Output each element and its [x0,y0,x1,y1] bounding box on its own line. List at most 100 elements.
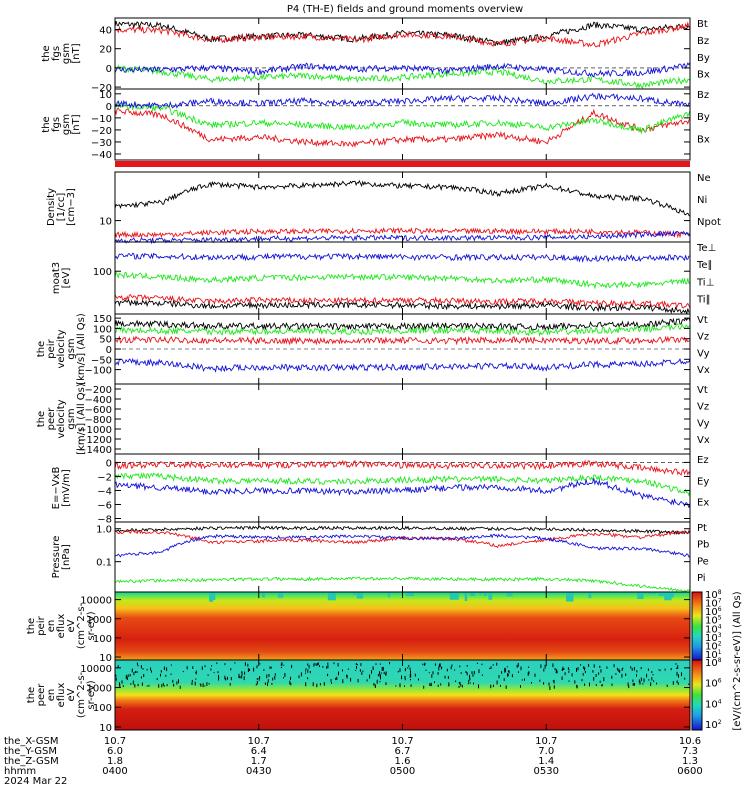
ylabel-peir-eflux: (cm^2-s- [76,602,87,649]
spectrogram-speckle [371,670,372,674]
spectrogram-speckle [492,684,494,688]
spectrogram-speckle [404,668,406,672]
footer-row-label: hhmm [4,766,36,777]
spectrogram-speckle [313,663,315,667]
series-efield-Ex [114,478,691,509]
spectrogram-patch [566,592,574,602]
spectrogram-speckle [561,676,563,680]
spectrogram-speckle [224,663,226,666]
legend-Ey: Ey [697,476,709,487]
ylabel-peir-velocity: the [36,341,47,357]
ylabel-peer-velocity: the [36,411,47,427]
spectrogram-speckle [243,676,245,681]
spectrogram-speckle [234,662,236,664]
spectrogram-speckle [619,669,621,673]
spectrogram-speckle [191,679,193,683]
series-fgs-gsm-zoom-By [114,101,691,135]
spectrogram-speckle [628,685,630,689]
footer-value: 1.7 [251,756,267,767]
spectrogram-speckle [584,667,585,671]
legend-Bx: Bx [697,70,710,81]
spectrogram-speckle [375,663,377,665]
spectrogram-speckle [577,667,579,671]
series-temperature-Te⊥ [114,294,691,310]
spectrogram-speckle [504,667,506,671]
panel-peer-eflux: 10000 1000 100 10 the peer en eflux eV (cm^2-s-sr… [26,659,691,734]
panel-temperature: 100 moat3 [eV] Te⊥ Te∥ Ti⊥ Ti∥ [51,241,716,315]
spectrogram-speckle [460,684,462,687]
spectrogram-speckle [217,671,219,674]
spectrogram-speckle [651,671,653,673]
spectrogram-speckle [289,680,291,685]
spectrogram-speckle [256,678,258,680]
spectrogram-patch [588,592,592,599]
spectrogram-speckle [544,664,546,669]
ytick-label: −800 [85,415,112,426]
spectrogram-speckle [643,678,645,683]
spectrogram-speckle [381,669,383,671]
spectrogram-speckle [615,673,617,675]
spectrogram-peer-eflux [115,660,690,730]
ytick-label: −20 [91,126,112,137]
panel-peir-eflux: 10000 1000 100 10 the peir en eflux eV (cm^2-s-sr… [26,591,691,664]
spectrogram-speckle [140,665,142,669]
spectrogram-speckle [347,668,349,670]
spectrogram-speckle [478,684,479,689]
spectrogram-speckle [621,673,623,678]
spectrogram-speckle [642,683,644,685]
spectrogram-speckle [496,680,498,685]
spectrogram-speckle [195,678,197,680]
ytick-label: 10000 [80,664,112,675]
spectrogram-speckle [584,683,586,686]
spectrogram-speckle [136,662,138,665]
ylabel-density: [1/cc] [56,193,67,222]
series-density-Ni [114,179,691,217]
spectrogram-speckle [508,670,510,674]
spectrogram-speckle [362,670,364,673]
spectrogram-speckle [335,677,337,681]
spectrogram-speckle [208,683,210,685]
series-temperature-Ti∥ [114,271,691,290]
series-efield-Ey [114,472,691,497]
spectrogram-speckle [503,678,505,681]
legend-Bx: Bx [697,134,710,145]
spectrogram-speckle [134,671,136,673]
footer-value: 0530 [534,766,559,777]
footer-value: 7.0 [538,746,554,757]
ylabel-pressure: [nPa] [61,544,72,570]
spectrogram-speckle [599,665,601,668]
spectrogram-speckle [490,684,492,689]
footer-value: 6.7 [395,746,411,757]
ylabel-peer-eflux: eV [66,688,77,701]
spectrogram-speckle [202,683,204,688]
spectrogram-speckle [588,663,590,667]
spectrogram-speckle [507,670,509,672]
spectrogram-speckle [676,680,678,683]
spectrogram-speckle [119,683,121,688]
spectrogram-speckle [418,678,419,681]
spectrogram-speckle [191,682,193,685]
spectrogram-speckle [424,662,426,665]
spectrogram-speckle [357,679,359,683]
ytick-label: −10 [91,114,112,125]
spectrogram-speckle [381,667,383,671]
spectrogram-speckle [264,682,266,685]
spectrogram-speckle [439,663,441,667]
spectrogram-speckle [148,684,150,687]
panel-frame [114,241,691,315]
legend-Pt: Pt [697,523,707,534]
legend-Ez: Ez [697,455,709,466]
ytick-label: −30 [91,138,112,149]
spectrogram-speckle [640,677,642,682]
ytick-label: −40 [91,150,112,161]
ytick-label: 10 [99,653,112,664]
spectrogram-speckle [247,663,249,667]
spectrogram-speckle [574,680,576,684]
legend-Ti∥: Ti∥ [696,294,711,305]
ylabel-temperature: [eV] [61,268,72,289]
spectrogram-speckle [599,680,601,683]
spectrogram-speckle [567,667,569,670]
spectrogram-speckle [399,668,401,672]
spectrogram-speckle [563,668,565,670]
